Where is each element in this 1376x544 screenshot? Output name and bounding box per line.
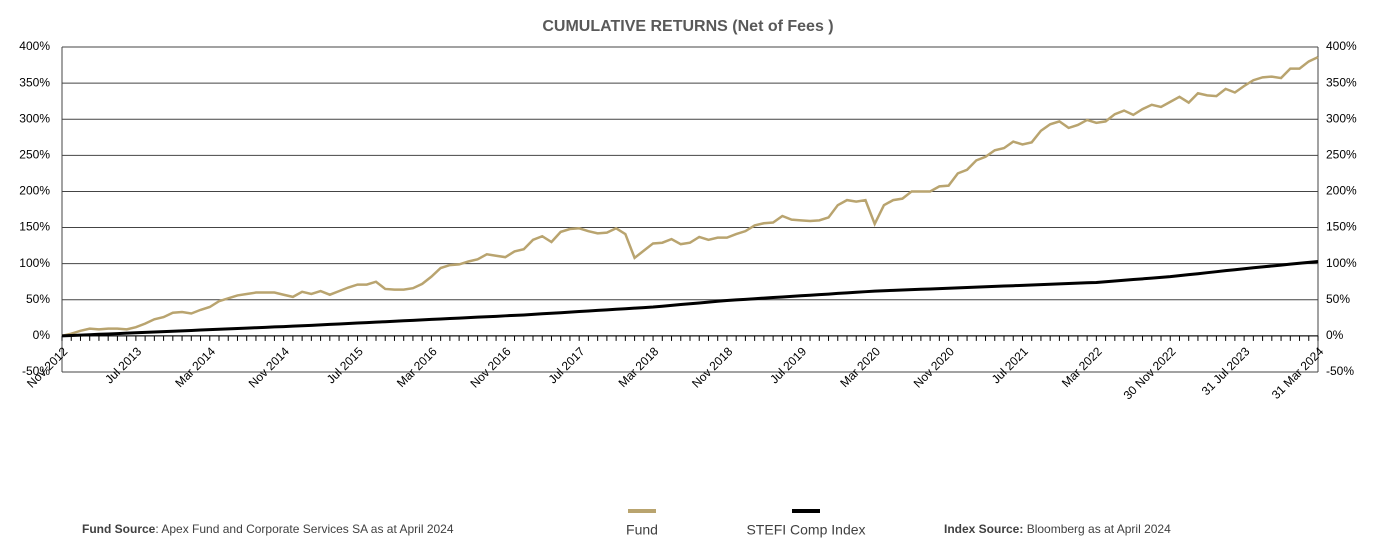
chart-title: CUMULATIVE RETURNS (Net of Fees ): [542, 18, 833, 35]
x-tick-label: 30 Nov 2022: [1121, 344, 1179, 402]
y2-tick-label: 100%: [1326, 256, 1357, 270]
footnote: Fund Source: Apex Fund and Corporate Ser…: [82, 522, 454, 536]
x-tick-label: Jul 2015: [324, 344, 366, 386]
y2-tick-label: 50%: [1326, 292, 1350, 306]
x-tick-label: 31 Mar 2024: [1269, 344, 1327, 402]
y-tick-label: 0%: [33, 328, 51, 342]
x-tick-label: Mar 2022: [1059, 344, 1105, 390]
x-tick-label: Mar 2020: [837, 344, 883, 390]
y-tick-label: 100%: [19, 256, 50, 270]
x-tick-label: Jul 2017: [546, 344, 588, 386]
footnote-text: Bloomberg as at April 2024: [1023, 522, 1171, 536]
y2-tick-label: -50%: [1326, 364, 1354, 378]
y-tick-label: 250%: [19, 148, 50, 162]
x-tick-label: Mar 2016: [394, 344, 440, 390]
x-tick-label: Nov 2018: [689, 344, 735, 390]
footnote-text: : Apex Fund and Corporate Services SA as…: [155, 522, 454, 536]
y2-tick-label: 350%: [1326, 75, 1357, 89]
legend-label: STEFI Comp Index: [746, 522, 865, 538]
x-tick-label: Mar 2014: [172, 344, 218, 390]
y2-tick-label: 0%: [1326, 328, 1344, 342]
y-tick-label: 400%: [19, 39, 50, 53]
y-tick-label: 300%: [19, 111, 50, 125]
line: [61, 260, 1319, 338]
x-tick-label: Nov 2020: [911, 344, 957, 390]
y2-tick-label: 200%: [1326, 184, 1357, 198]
y-tick-label: 350%: [19, 75, 50, 89]
footnote: Index Source: Bloomberg as at April 2024: [944, 522, 1171, 536]
y-tick-label: 50%: [26, 292, 50, 306]
x-tick-label: Jul 2021: [989, 344, 1031, 386]
y-tick-label: 200%: [19, 184, 50, 198]
y2-tick-label: 300%: [1326, 111, 1357, 125]
line: [61, 55, 1319, 338]
y2-tick-label: 150%: [1326, 220, 1357, 234]
x-tick-label: Nov 2016: [467, 344, 513, 390]
x-tick-label: Mar 2018: [616, 344, 662, 390]
y-tick-label: 150%: [19, 220, 50, 234]
y2-tick-label: 250%: [1326, 148, 1357, 162]
footnote-label: Index Source:: [944, 522, 1023, 536]
legend-label: Fund: [626, 522, 658, 538]
x-tick-label: Jul 2019: [767, 344, 809, 386]
footnote-label: Fund Source: [82, 522, 156, 536]
x-tick-label: 31 Jul 2023: [1199, 344, 1253, 398]
y-tick-label: -50%: [22, 364, 50, 378]
y2-tick-label: 400%: [1326, 39, 1357, 53]
x-tick-label: Nov 2014: [246, 344, 292, 390]
x-tick-label: Jul 2013: [102, 344, 144, 386]
